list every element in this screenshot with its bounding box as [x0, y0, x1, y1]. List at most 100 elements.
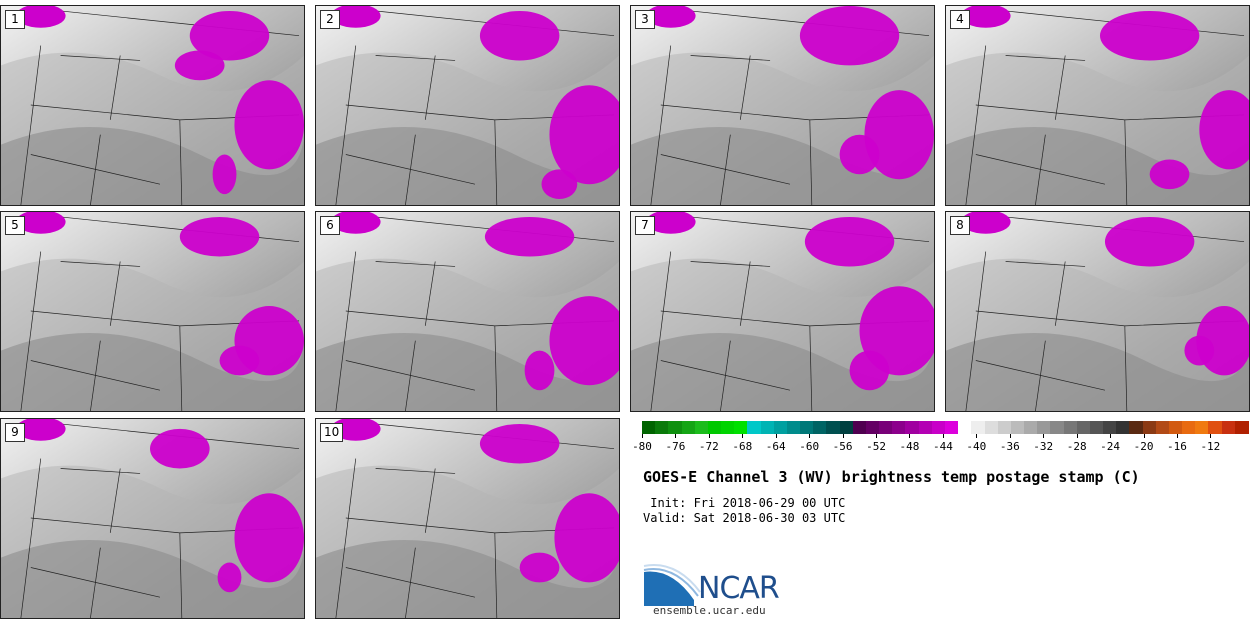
colorbar-segment — [997, 421, 1012, 434]
colorbar-segment — [1050, 421, 1065, 434]
colorbar-segment — [1155, 421, 1170, 434]
colorbar-tick — [876, 434, 878, 438]
colorbar-tick — [708, 434, 710, 438]
colorbar-tick-label: -44 — [932, 440, 953, 453]
colorbar-segment — [813, 421, 828, 434]
colorbar-segment — [945, 421, 959, 434]
colorbar-segment — [1063, 421, 1078, 434]
colorbar-tick-label: -40 — [966, 440, 987, 453]
ncar-logo-icon — [643, 564, 701, 606]
colorbar-segment — [918, 421, 933, 434]
ensemble-member-panel: 5 — [0, 211, 305, 412]
colorbar-segment — [1024, 421, 1038, 434]
colorbar-segment — [1168, 421, 1183, 434]
colorbar-tick-label: -64 — [765, 440, 786, 453]
colorbar-segment — [1037, 421, 1051, 434]
panel-number-label: 8 — [950, 216, 970, 235]
colorbar-tick-label: -68 — [732, 440, 753, 453]
colorbar-tick — [642, 434, 643, 438]
colorbar-segment — [1234, 421, 1249, 434]
ensemble-member-panel: 10 — [315, 418, 620, 619]
colorbar-segment — [905, 421, 920, 434]
ensemble-member-panel: 4 — [945, 5, 1250, 206]
colorbar-segment — [1103, 421, 1117, 434]
ensemble-member-panel: 2 — [315, 5, 620, 206]
website-url: ensemble.ucar.edu — [653, 604, 766, 617]
colorbar-segment — [1208, 421, 1223, 434]
init-time: Init: Fri 2018-06-29 00 UTC — [643, 496, 846, 510]
colorbar-segment — [773, 421, 788, 434]
panel-number-label: 4 — [950, 10, 970, 29]
colorbar-tick — [1110, 434, 1112, 438]
colorbar-segment — [1129, 421, 1144, 434]
colorbar-segment — [655, 421, 669, 434]
colorbar-tick — [742, 434, 744, 438]
colorbar-tick-label: -52 — [866, 440, 886, 453]
colorbar-tick-label: -36 — [999, 440, 1020, 453]
colorbar-tick-label: -48 — [899, 440, 920, 453]
colorbar-tick-label: -12 — [1200, 440, 1221, 453]
colorbar-tick-label: -28 — [1066, 440, 1087, 453]
colorbar-segment — [1089, 421, 1104, 434]
panel-number-label: 9 — [5, 423, 25, 442]
colorbar-segment — [800, 421, 814, 434]
colorbar-tick — [1076, 434, 1078, 438]
colorbar-segment — [1010, 421, 1025, 434]
colorbar-segment — [1142, 421, 1157, 434]
colorbar-tick — [809, 434, 811, 438]
colorbar-tick-label: -20 — [1133, 440, 1154, 453]
colorbar-segment — [747, 421, 762, 434]
colorbar-segment — [984, 421, 999, 434]
colorbar-tick — [942, 434, 944, 438]
panel-number-label: 3 — [635, 10, 655, 29]
colorbar-tick — [842, 434, 844, 438]
colorbar-segment — [681, 421, 696, 434]
colorbar-tick-label: -80 — [632, 440, 652, 453]
logo-text: NCAR — [698, 571, 780, 606]
colorbar-tick — [1210, 434, 1212, 438]
colorbar-segment — [1195, 421, 1210, 434]
ensemble-member-panel: 9 — [0, 418, 305, 619]
colorbar-tick — [1009, 434, 1011, 438]
colorbar-tick — [1176, 434, 1178, 438]
colorbar-tick-label: -76 — [665, 440, 686, 453]
panel-number-label: 5 — [5, 216, 25, 235]
colorbar-segment — [760, 421, 775, 434]
colorbar-tick-label: -24 — [1100, 440, 1121, 453]
ensemble-member-panel: 3 — [630, 5, 935, 206]
colorbar-tick — [976, 434, 978, 438]
ensemble-member-panel: 8 — [945, 211, 1250, 412]
panel-number-label: 6 — [320, 216, 340, 235]
colorbar-tick — [775, 434, 777, 438]
colorbar-segment — [971, 421, 986, 434]
colorbar-segment — [1076, 421, 1091, 434]
colorbar-segment — [879, 421, 893, 434]
colorbar-segment — [694, 421, 709, 434]
ensemble-member-panel: 1 — [0, 5, 305, 206]
figure-title: GOES-E Channel 3 (WV) brightness temp po… — [643, 468, 1140, 486]
ensemble-member-panel: 6 — [315, 211, 620, 412]
colorbar-segment — [826, 421, 841, 434]
panel-number-label: 7 — [635, 216, 655, 235]
colorbar-segment — [892, 421, 907, 434]
colorbar-segment — [1116, 421, 1131, 434]
ensemble-member-panel: 7 — [630, 211, 935, 412]
panel-number-label: 10 — [320, 423, 344, 442]
colorbar-tick — [1043, 434, 1045, 438]
colorbar-segment — [1221, 421, 1236, 434]
colorbar-segment — [931, 421, 946, 434]
colorbar: -80 -76 -72 -68 -64 -60 -56 -52 -48 -44 -40 -36 -32-… — [632, 421, 1249, 453]
colorbar-segment — [839, 421, 854, 434]
colorbar-tick-label: -32 — [1033, 440, 1054, 453]
colorbar-tick-label: -60 — [799, 440, 820, 453]
colorbar-segment — [734, 421, 748, 434]
colorbar-segment — [958, 421, 972, 434]
colorbar-tick — [1143, 434, 1145, 438]
colorbar-tick — [675, 434, 677, 438]
colorbar-tick — [909, 434, 911, 438]
valid-time: Valid: Sat 2018-06-30 03 UTC — [643, 511, 846, 525]
colorbar-tick-label: -72 — [698, 440, 719, 453]
colorbar-segment — [1182, 421, 1196, 434]
colorbar-segment — [668, 421, 683, 434]
colorbar-segment — [786, 421, 801, 434]
